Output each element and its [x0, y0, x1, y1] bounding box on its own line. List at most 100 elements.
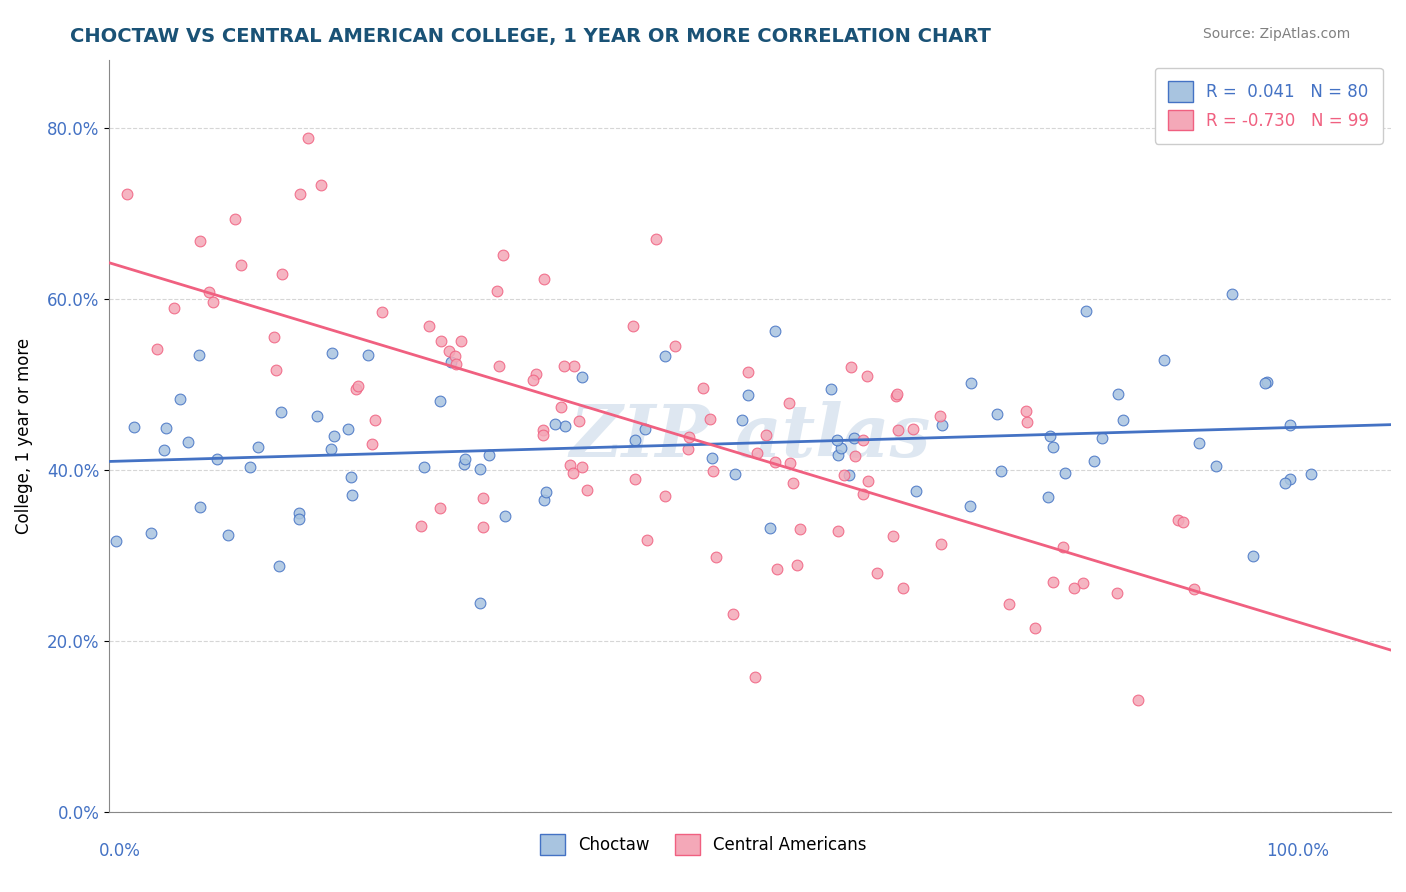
- Text: 0.0%: 0.0%: [98, 842, 141, 860]
- Point: [309, 178, 332, 192]
- Point: [531, 423, 554, 437]
- Point: [409, 519, 432, 533]
- Point: [903, 422, 925, 436]
- Point: [550, 400, 572, 414]
- Point: [575, 483, 598, 498]
- Point: [1042, 440, 1064, 454]
- Point: [478, 449, 501, 463]
- Point: [305, 409, 328, 424]
- Legend: R =  0.041   N = 80, R = -0.730   N = 99: R = 0.041 N = 80, R = -0.730 N = 99: [1154, 68, 1382, 144]
- Point: [827, 448, 849, 462]
- Point: [323, 429, 346, 443]
- Point: [471, 520, 494, 534]
- Point: [832, 468, 855, 483]
- Point: [852, 433, 875, 447]
- Point: [246, 440, 269, 454]
- Point: [533, 272, 555, 286]
- Point: [267, 559, 290, 574]
- Point: [789, 522, 811, 536]
- Point: [882, 529, 904, 543]
- Point: [1171, 515, 1194, 529]
- Point: [492, 248, 515, 262]
- Point: [468, 596, 491, 610]
- Point: [1220, 286, 1243, 301]
- Point: [1038, 490, 1060, 504]
- Point: [692, 381, 714, 395]
- Point: [264, 362, 287, 376]
- Point: [838, 468, 860, 483]
- Point: [554, 418, 576, 433]
- Point: [319, 442, 342, 456]
- Point: [844, 449, 866, 463]
- Point: [562, 466, 585, 480]
- Point: [488, 359, 510, 374]
- Point: [830, 441, 852, 455]
- Text: CHOCTAW VS CENTRAL AMERICAN COLLEGE, 1 YEAR OR MORE CORRELATION CHART: CHOCTAW VS CENTRAL AMERICAN COLLEGE, 1 Y…: [70, 27, 991, 45]
- Point: [724, 467, 747, 482]
- Point: [153, 443, 176, 458]
- Text: Source: ZipAtlas.com: Source: ZipAtlas.com: [1202, 27, 1350, 41]
- Point: [340, 470, 363, 484]
- Point: [1274, 475, 1296, 490]
- Point: [446, 357, 468, 371]
- Point: [737, 388, 759, 402]
- Text: 100.0%: 100.0%: [1265, 842, 1329, 860]
- Point: [1278, 418, 1301, 433]
- Point: [188, 500, 211, 514]
- Point: [763, 324, 786, 338]
- Point: [786, 558, 808, 573]
- Point: [931, 418, 953, 433]
- Point: [664, 339, 686, 353]
- Point: [1107, 585, 1129, 599]
- Point: [288, 506, 311, 520]
- Point: [321, 346, 343, 360]
- Point: [1071, 575, 1094, 590]
- Point: [198, 285, 221, 300]
- Point: [290, 186, 312, 201]
- Point: [702, 464, 724, 478]
- Point: [115, 186, 138, 201]
- Point: [1112, 413, 1135, 427]
- Point: [450, 334, 472, 348]
- Text: ZIP atlas: ZIP atlas: [569, 401, 931, 472]
- Point: [1074, 303, 1097, 318]
- Point: [558, 458, 581, 472]
- Point: [239, 459, 262, 474]
- Point: [169, 392, 191, 407]
- Point: [782, 476, 804, 491]
- Point: [744, 670, 766, 684]
- Point: [866, 566, 889, 581]
- Point: [271, 267, 294, 281]
- Point: [998, 598, 1021, 612]
- Point: [1042, 574, 1064, 589]
- Point: [929, 536, 952, 550]
- Point: [779, 456, 801, 470]
- Point: [344, 382, 367, 396]
- Point: [263, 329, 285, 343]
- Point: [363, 413, 385, 427]
- Point: [986, 407, 1008, 421]
- Point: [217, 528, 239, 542]
- Point: [553, 359, 575, 374]
- Point: [624, 433, 647, 447]
- Point: [1052, 540, 1074, 554]
- Point: [522, 373, 544, 387]
- Point: [1299, 467, 1322, 482]
- Point: [731, 413, 754, 427]
- Point: [453, 457, 475, 471]
- Point: [856, 475, 879, 489]
- Point: [270, 405, 292, 419]
- Point: [188, 234, 211, 248]
- Point: [893, 581, 915, 595]
- Point: [678, 430, 700, 444]
- Point: [472, 491, 495, 505]
- Point: [1038, 429, 1060, 443]
- Point: [177, 435, 200, 450]
- Point: [960, 376, 983, 390]
- Point: [1182, 582, 1205, 596]
- Point: [155, 421, 177, 435]
- Point: [990, 464, 1012, 478]
- Point: [163, 301, 186, 315]
- Point: [1205, 459, 1227, 474]
- Point: [1241, 549, 1264, 563]
